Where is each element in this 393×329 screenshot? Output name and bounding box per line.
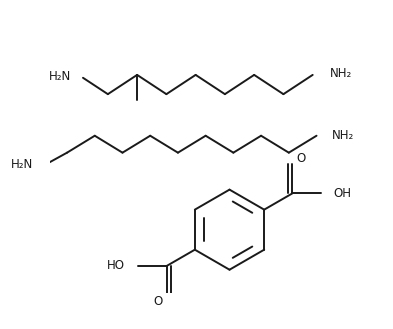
Text: NH₂: NH₂ bbox=[332, 129, 354, 142]
Text: H₂N: H₂N bbox=[48, 70, 71, 83]
Text: H₂N: H₂N bbox=[11, 158, 33, 171]
Text: O: O bbox=[153, 295, 162, 308]
Text: NH₂: NH₂ bbox=[330, 67, 352, 80]
Text: OH: OH bbox=[334, 187, 352, 200]
Text: HO: HO bbox=[107, 259, 125, 272]
Text: O: O bbox=[297, 152, 306, 164]
